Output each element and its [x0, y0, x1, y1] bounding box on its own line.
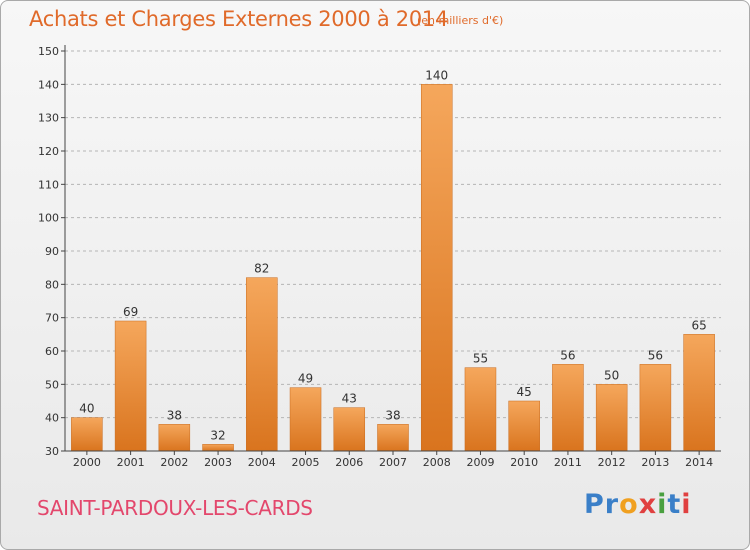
x-tick-label: 2009 [466, 456, 494, 469]
y-tick-label: 110 [38, 178, 59, 191]
x-tick-label: 2002 [160, 456, 188, 469]
bar-2013 [639, 364, 672, 452]
data-label: 69 [123, 305, 138, 319]
x-tick-label: 2000 [73, 456, 101, 469]
bar-2001 [114, 320, 147, 452]
x-tick-label: 2014 [685, 456, 713, 469]
y-tick-label: 130 [38, 112, 59, 125]
x-tick-label: 2004 [248, 456, 276, 469]
bar-2002 [158, 424, 191, 452]
proxiti-logo[interactable]: Proxiti [584, 489, 692, 520]
data-label: 38 [385, 408, 400, 422]
data-label: 55 [473, 352, 488, 366]
logo-letter: x [638, 489, 658, 520]
bar-2011 [552, 364, 584, 452]
chart-title: Achats et Charges Externes 2000 à 2014 [29, 7, 449, 31]
bar-2008 [420, 84, 453, 452]
y-tick-label: 40 [45, 412, 59, 425]
data-label: 140 [425, 68, 448, 82]
bar-2005 [289, 387, 322, 452]
x-tick-label: 2007 [379, 456, 407, 469]
y-tick-label: 120 [38, 145, 59, 158]
logo-letter: r [604, 489, 620, 520]
bar-2010 [508, 400, 540, 452]
place-name: SAINT-PARDOUX-LES-CARDS [37, 496, 313, 520]
x-tick-label: 2010 [510, 456, 538, 469]
y-tick-label: 90 [45, 245, 59, 258]
data-label: 49 [298, 372, 313, 386]
logo-letter: P [584, 489, 605, 520]
chart-subtitle: (en milliers d'€) [417, 14, 504, 27]
y-tick-label: 50 [45, 378, 59, 391]
x-tick-label: 2008 [423, 456, 451, 469]
data-label: 40 [79, 402, 94, 416]
y-tick-label: 30 [45, 445, 59, 458]
data-label: 45 [517, 385, 532, 399]
data-label: 38 [167, 408, 182, 422]
data-label: 56 [560, 348, 575, 362]
data-label: 43 [342, 392, 357, 406]
x-tick-label: 2003 [204, 456, 232, 469]
bar-2006 [333, 407, 366, 452]
data-label: 65 [691, 318, 706, 332]
logo-letter: i [681, 489, 692, 520]
data-label: 32 [210, 428, 225, 442]
y-tick-label: 70 [45, 312, 59, 325]
x-tick-label: 2012 [598, 456, 626, 469]
bar-2004 [246, 277, 278, 452]
data-label: 82 [254, 262, 269, 276]
data-label: 56 [648, 348, 663, 362]
bar-2003 [202, 444, 234, 452]
x-tick-label: 2006 [335, 456, 363, 469]
bar-2009 [464, 367, 497, 452]
y-tick-label: 60 [45, 345, 59, 358]
y-tick-label: 80 [45, 278, 59, 291]
x-tick-label: 2001 [117, 456, 145, 469]
x-tick-label: 2013 [641, 456, 669, 469]
logo-letter: o [619, 489, 639, 520]
data-label: 50 [604, 368, 619, 382]
y-tick-label: 150 [38, 45, 59, 58]
x-tick-label: 2011 [554, 456, 582, 469]
bar-2007 [377, 424, 409, 452]
bar-2014 [683, 334, 715, 452]
bar-2000 [71, 417, 103, 452]
y-tick-label: 140 [38, 78, 59, 91]
y-tick-label: 100 [38, 212, 59, 225]
x-tick-label: 2005 [292, 456, 320, 469]
logo-letter: t [667, 489, 682, 520]
logo-letter: i [657, 489, 668, 520]
bar-2012 [595, 384, 628, 452]
